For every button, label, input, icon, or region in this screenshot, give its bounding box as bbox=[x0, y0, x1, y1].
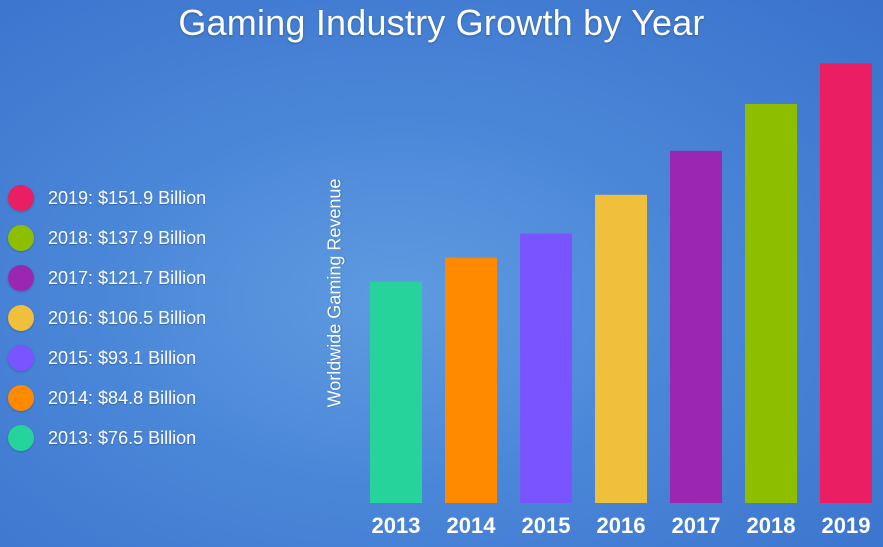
legend-label: 2014: $84.8 Billion bbox=[48, 387, 197, 408]
legend-swatch bbox=[8, 225, 34, 251]
legend-swatch bbox=[8, 185, 34, 211]
bar-2014 bbox=[445, 257, 497, 503]
x-tick-label: 2017 bbox=[672, 513, 721, 538]
legend-item: 2018: $137.9 Billion bbox=[8, 218, 206, 258]
x-tick-label: 2016 bbox=[597, 513, 646, 538]
legend-swatch bbox=[8, 425, 34, 451]
x-tick-label: 2013 bbox=[372, 513, 421, 538]
legend-label: 2019: $151.9 Billion bbox=[48, 187, 207, 208]
x-tick-label: 2014 bbox=[447, 513, 497, 538]
legend-label: 2018: $137.9 Billion bbox=[48, 227, 207, 248]
bar-2016 bbox=[595, 194, 647, 504]
chart-title: Gaming Industry Growth by Year bbox=[178, 2, 705, 43]
legend-swatch bbox=[8, 265, 34, 291]
legend-label: 2013: $76.5 Billion bbox=[48, 427, 197, 448]
legend-swatch bbox=[8, 385, 34, 411]
legend-item: 2019: $151.9 Billion bbox=[8, 178, 206, 218]
legend-label: 2017: $121.7 Billion bbox=[48, 267, 207, 288]
bar-2019 bbox=[820, 63, 872, 504]
legend-label: 2015: $93.1 Billion bbox=[48, 347, 197, 368]
bar-2017 bbox=[670, 150, 722, 503]
legend: 2019: $151.9 Billion 2018: $137.9 Billion… bbox=[8, 178, 206, 458]
bar-2018 bbox=[745, 103, 797, 503]
x-tick-label: 2018 bbox=[747, 513, 796, 538]
legend-item: 2015: $93.1 Billion bbox=[8, 338, 206, 378]
legend-label: 2016: $106.5 Billion bbox=[48, 307, 207, 328]
legend-swatch bbox=[8, 345, 34, 371]
legend-item: 2014: $84.8 Billion bbox=[8, 378, 206, 418]
legend-item: 2013: $76.5 Billion bbox=[8, 418, 206, 458]
x-tick-label: 2015 bbox=[522, 513, 571, 538]
x-tick-label: 2019 bbox=[822, 513, 871, 538]
bar-2015 bbox=[520, 233, 572, 504]
legend-swatch bbox=[8, 305, 34, 331]
bar-2013 bbox=[370, 281, 422, 503]
legend-item: 2017: $121.7 Billion bbox=[8, 258, 206, 298]
legend-item: 2016: $106.5 Billion bbox=[8, 298, 206, 338]
